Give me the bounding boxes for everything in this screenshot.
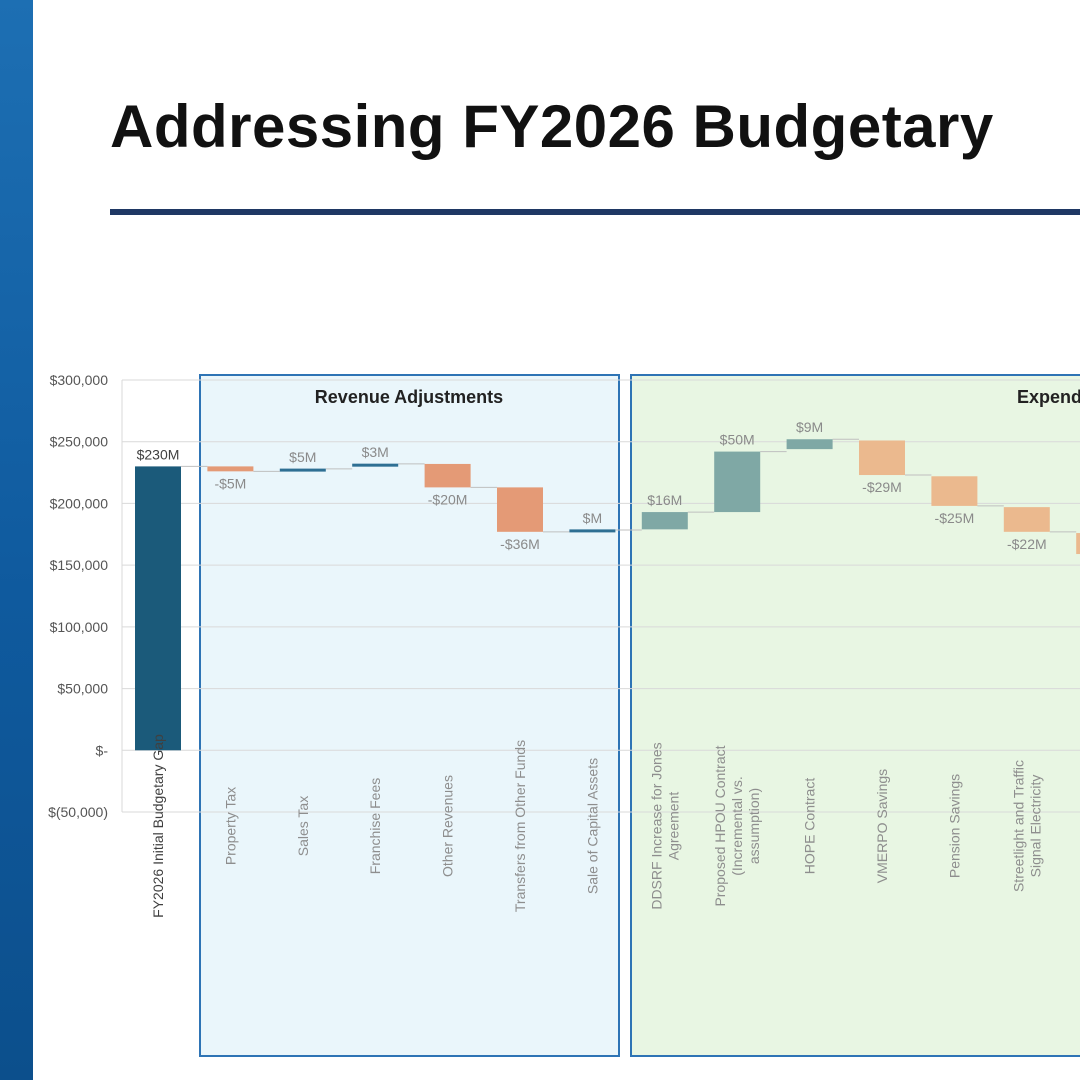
y-tick-label: $-: [96, 742, 109, 758]
category-label: FY2026 Initial Budgetary Gap: [150, 734, 166, 918]
y-tick-label: $150,000: [50, 557, 109, 573]
waterfall-bar: [279, 468, 326, 472]
category-label: Property Tax: [222, 787, 238, 865]
category-label: Sales Tax: [295, 796, 311, 856]
waterfall-bar: [786, 439, 833, 450]
y-tick-label: $200,000: [50, 495, 109, 511]
category-label: DDSRF Increase for JonesAgreement: [648, 742, 681, 909]
data-label: $M: [583, 510, 602, 526]
category-label: Sale of Capital Assets: [584, 758, 600, 894]
waterfall-bar: [714, 451, 761, 513]
data-label: $50M: [720, 432, 755, 448]
group-title: Revenue Adjustments: [315, 387, 503, 407]
waterfall-bar: [569, 529, 616, 533]
category-label: Streetlight and TrafficSignal Electricit…: [1010, 760, 1043, 892]
slide-title: Addressing FY2026 Budgetary: [110, 93, 994, 160]
data-label: -$36M: [500, 536, 540, 552]
group-panel: [630, 374, 1080, 1057]
y-tick-label: $100,000: [50, 619, 109, 635]
category-label: Other Revenues: [440, 775, 456, 877]
category-label: Franchise Fees: [367, 778, 383, 874]
title-rule: [110, 209, 1080, 215]
group-panel: [199, 374, 620, 1057]
waterfall-bar: [641, 512, 688, 530]
data-label: -$5M: [214, 475, 246, 491]
group-title: Expend: [1017, 387, 1080, 407]
waterfall-bar: [352, 463, 399, 467]
data-label: $5M: [289, 449, 316, 465]
waterfall-bar: [424, 463, 471, 488]
y-tick-label: $50,000: [57, 681, 108, 697]
category-label: HOPE Contract: [802, 778, 818, 875]
data-label: -$29M: [862, 479, 902, 495]
waterfall-bar: [207, 466, 254, 472]
data-label: -$20M: [428, 491, 468, 507]
waterfall-bar: [135, 466, 181, 751]
data-label: $9M: [796, 419, 823, 435]
category-label: Transfers from Other Funds: [512, 740, 528, 912]
slide-left-band: [0, 0, 33, 1080]
waterfall-bar: [497, 487, 543, 532]
data-label: $16M: [647, 492, 682, 508]
data-label: $3M: [362, 444, 389, 460]
y-tick-label: $300,000: [50, 372, 109, 388]
waterfall-bar: [859, 440, 905, 476]
waterfall-bar: [1003, 507, 1050, 532]
data-label: $230M: [137, 446, 180, 462]
data-label: -$22M: [1007, 536, 1047, 552]
y-tick-label: $(50,000): [48, 804, 108, 820]
waterfall-bar: [1076, 533, 1080, 555]
data-label: -$25M: [935, 510, 975, 526]
category-label: Proposed HPOU Contract(Incremental vs.as…: [712, 745, 762, 906]
category-label: VMERPO Savings: [874, 769, 890, 883]
waterfall-bar: [931, 476, 978, 506]
category-label: Pension Savings: [946, 774, 962, 878]
y-tick-label: $250,000: [50, 434, 109, 450]
